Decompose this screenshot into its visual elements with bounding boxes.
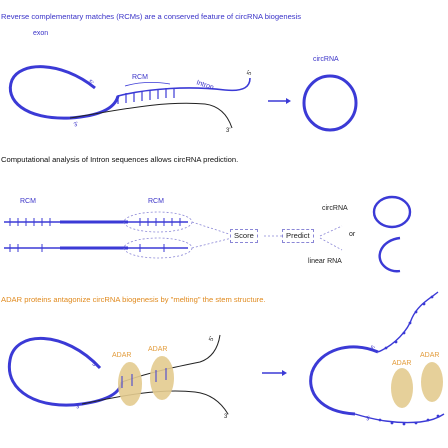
exon-loop [8, 65, 120, 120]
label-adar-2: ADAR [148, 346, 168, 353]
label-or: or [349, 231, 356, 238]
score-box: Score [230, 229, 258, 243]
label-rcm-2a: RCM [20, 198, 36, 205]
downstream-strand-3 [81, 390, 229, 415]
rcm-base-pairs [117, 88, 175, 104]
exon-loop-3 [7, 337, 124, 407]
adar-protein-3 [391, 368, 413, 408]
unpaired-intron-down [354, 413, 445, 424]
connector-to-score [191, 221, 233, 236]
label-3prime-3b: 3' [224, 414, 229, 420]
label-adar-1: ADAR [112, 352, 132, 359]
connector-predict-out-2 [319, 237, 343, 251]
caption-section-3: ADAR proteins antagonize circRNA biogene… [1, 295, 266, 304]
label-linear-rna: linear RNA [308, 258, 342, 265]
label-adar-4: ADAR [420, 352, 440, 359]
label-circrna-1: circRNA [313, 56, 339, 63]
rcm-ticks-right [139, 218, 181, 252]
arrow-1-head [286, 98, 291, 104]
rcm-ticks-left [9, 218, 51, 252]
label-3prime-1b: 3' [226, 128, 231, 134]
panel-1-hairpin [8, 65, 358, 132]
downstream-intron-strand [69, 102, 233, 129]
panel-3-adar [7, 291, 445, 426]
adar-protein-4 [421, 362, 443, 402]
adar-protein-2 [150, 356, 174, 400]
upstream-strand-3 [121, 334, 221, 383]
label-adar-3: ADAR [392, 360, 412, 367]
rcm-bracket [124, 82, 171, 87]
linear-rna-arc [378, 236, 401, 273]
circrna-circle-1 [302, 74, 358, 132]
unpaired-dots-down [378, 414, 440, 426]
caption-section-1: Reverse complementary matches (RCMs) are… [1, 12, 302, 21]
label-rcm-2b: RCM [148, 198, 164, 205]
panel-2-prediction [4, 195, 412, 273]
connector-to-score-2 [191, 237, 233, 249]
predict-box: Predict [282, 229, 314, 243]
upstream-intron-strand [117, 77, 251, 97]
connector-predict-out [319, 225, 343, 237]
adar-protein-1 [118, 362, 142, 406]
unpaired-intron-up [377, 291, 439, 353]
caption-section-2: Computational analysis of Intron sequenc… [1, 155, 239, 164]
label-circrna-2: circRNA [322, 205, 348, 212]
linear-exon-3 [309, 345, 379, 416]
circrna-circle-2 [372, 195, 412, 229]
label-exon: exon [33, 30, 49, 37]
arrow-3-head [282, 370, 287, 376]
unpaired-dots-up [384, 295, 434, 350]
label-rcm-1: RCM [132, 74, 148, 81]
adar-pair-ticks [121, 368, 167, 388]
